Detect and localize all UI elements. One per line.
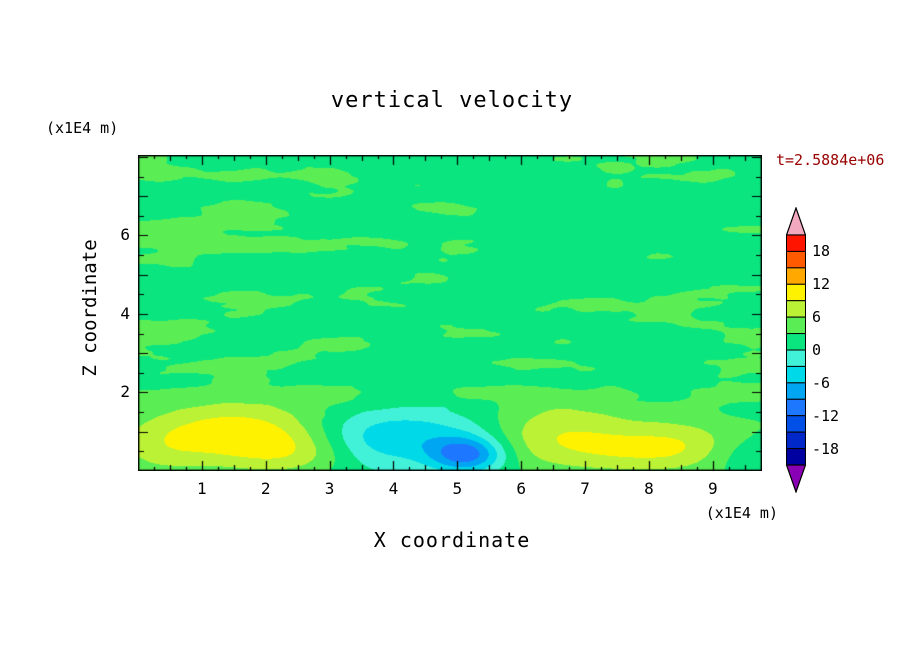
x-tick-label: 7: [580, 479, 590, 498]
y-tick-label: 6: [120, 225, 130, 245]
colorbar-tick-label: 12: [812, 275, 831, 294]
colorbar-tick-label: -12: [812, 406, 840, 425]
x-tick-label: 9: [707, 479, 718, 498]
colorbar-tick-label: -6: [812, 373, 831, 392]
x-tick-label: 6: [516, 479, 527, 498]
colorbar: [786, 207, 806, 493]
y-tick-label: 4: [120, 303, 130, 323]
colorbar-tick-label: 18: [812, 242, 831, 261]
y-tick-label: 2: [120, 382, 130, 402]
x-tick-label: 5: [452, 479, 463, 498]
x-axis-unit-label: (x1E4 m): [705, 504, 778, 522]
x-tick-label: 8: [644, 479, 654, 498]
y-axis-unit-label: (x1E4 m): [46, 119, 119, 137]
x-axis-title: X coordinate: [373, 528, 531, 552]
time-annotation: t=2.5884e+06: [776, 151, 885, 169]
x-tick-label: 3: [324, 479, 335, 498]
chart-title: vertical velocity: [330, 88, 574, 113]
colorbar-tick-label: 0: [812, 341, 822, 359]
contour-plot: [138, 155, 762, 471]
colorbar-tick-label: -18: [812, 439, 840, 458]
colorbar-tick-label: 6: [812, 308, 822, 327]
x-tick-label: 2: [260, 479, 271, 498]
x-tick-label: 4: [388, 479, 399, 498]
x-tick-label: 1: [197, 479, 207, 498]
